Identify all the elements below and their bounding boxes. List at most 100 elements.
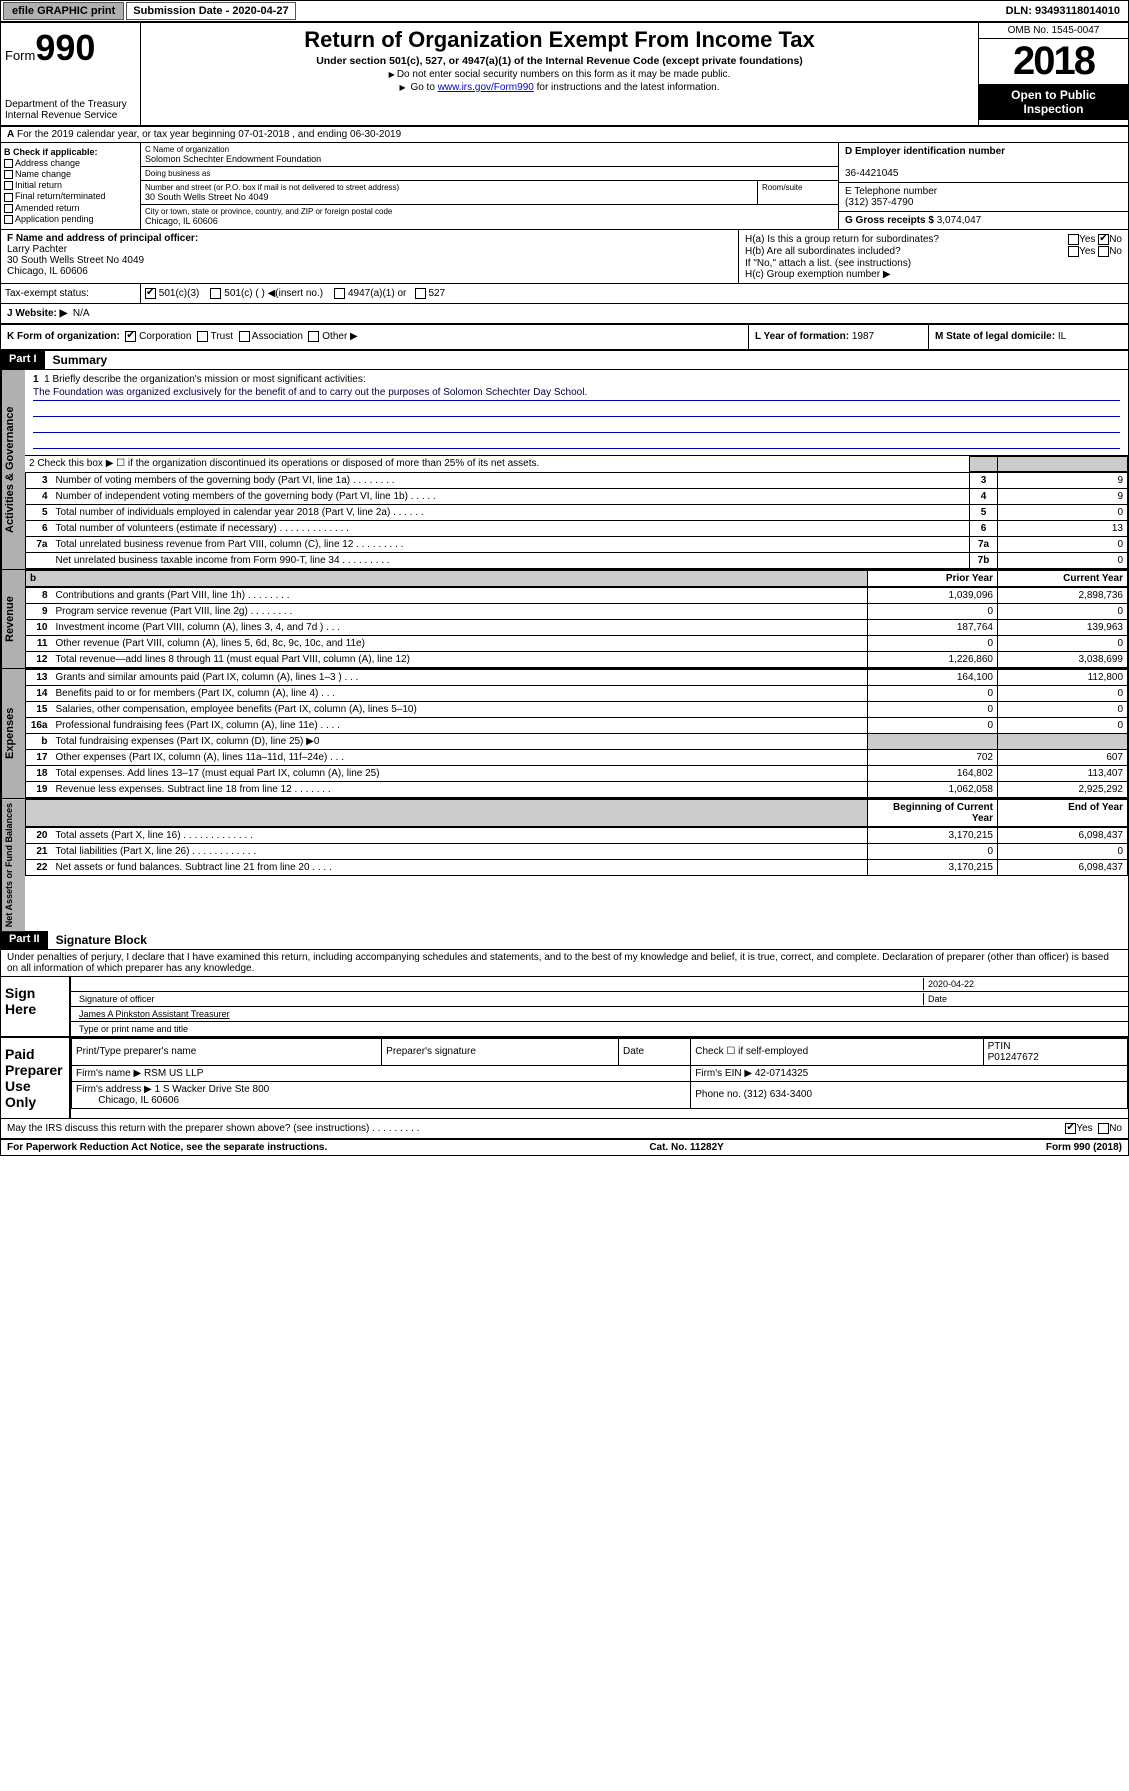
discuss-yes[interactable]: [1065, 1123, 1076, 1134]
netassets-table: Beginning of Current YearEnd of Year: [25, 799, 1128, 827]
sign-here-label: Sign Here: [1, 977, 71, 1036]
vtab-netassets: Net Assets or Fund Balances: [1, 799, 25, 931]
chk-501c3[interactable]: [145, 288, 156, 299]
form-footer: Form 990 (2018): [1046, 1142, 1122, 1153]
top-toolbar: efile GRAPHIC print Submission Date - 20…: [0, 0, 1129, 22]
org-name-label: C Name of organization: [145, 145, 834, 154]
form-subtitle: Under section 501(c), 527, or 4947(a)(1)…: [145, 55, 974, 67]
omb-number: OMB No. 1545-0047: [979, 23, 1128, 39]
discuss-question: May the IRS discuss this return with the…: [7, 1123, 419, 1134]
state-domicile-label: M State of legal domicile:: [935, 331, 1055, 342]
chk-association[interactable]: [239, 331, 250, 342]
expenses-lines: 13Grants and similar amounts paid (Part …: [25, 669, 1128, 798]
part2-title: Signature Block: [48, 931, 155, 949]
revenue-table: bPrior YearCurrent Year: [25, 570, 1128, 587]
form-org-label: K Form of organization:: [7, 332, 120, 343]
line1-label: 1 1 Briefly describe the organization's …: [33, 374, 1120, 385]
chk-other[interactable]: [308, 331, 319, 342]
part1-header: Part I: [1, 351, 45, 369]
phone-value: (312) 357-4790: [845, 197, 913, 208]
type-name-label: Type or print name and title: [75, 1023, 1124, 1035]
gross-receipts-label: G Gross receipts $: [845, 215, 934, 226]
street-label: Number and street (or P.O. box if mail i…: [145, 183, 753, 192]
chk-application-pending[interactable]: [4, 215, 13, 224]
dept-treasury: Department of the Treasury Internal Reve…: [5, 99, 136, 121]
chk-name-change[interactable]: [4, 170, 13, 179]
hc-label: H(c) Group exemption number ▶: [745, 269, 1122, 280]
city-label: City or town, state or province, country…: [145, 207, 834, 216]
discuss-no[interactable]: [1098, 1123, 1109, 1134]
year-formation-label: L Year of formation:: [755, 331, 849, 342]
sig-officer-label: Signature of officer: [75, 993, 924, 1005]
form-990: Form990 Department of the Treasury Inter…: [0, 22, 1129, 1156]
vtab-revenue: Revenue: [1, 570, 25, 668]
officer-addr2: Chicago, IL 60606: [7, 266, 88, 277]
chk-4947[interactable]: [334, 288, 345, 299]
officer-printed-name: James A Pinkston Assistant Treasurer: [79, 1009, 230, 1019]
website-label: J Website: ▶: [7, 308, 67, 319]
tax-year: 2018: [979, 39, 1128, 84]
paid-preparer-label: Paid Preparer Use Only: [1, 1038, 71, 1118]
dln-label: DLN: 93493118014010: [998, 3, 1128, 19]
open-public-badge: Open to Public Inspection: [979, 84, 1128, 120]
hb-note: If "No," attach a list. (see instruction…: [745, 258, 1122, 269]
firm-phone: (312) 634-3400: [744, 1089, 812, 1100]
cat-no: Cat. No. 11282Y: [649, 1142, 723, 1153]
irs-link[interactable]: www.irs.gov/Form990: [438, 82, 534, 93]
officer-addr1: 30 South Wells Street No 4049: [7, 255, 144, 266]
chk-trust[interactable]: [197, 331, 208, 342]
chk-initial-return[interactable]: [4, 181, 13, 190]
ssn-warning: Do not enter social security numbers on …: [145, 69, 974, 80]
form-title: Return of Organization Exempt From Incom…: [145, 27, 974, 53]
hb-yes[interactable]: [1068, 246, 1079, 257]
vtab-governance: Activities & Governance: [1, 370, 25, 569]
year-formation: 1987: [852, 331, 874, 342]
chk-final-return[interactable]: [4, 193, 13, 202]
ptin-value: P01247672: [988, 1052, 1039, 1063]
chk-address-change[interactable]: [4, 159, 13, 168]
mission-text: The Foundation was organized exclusively…: [33, 387, 1120, 401]
governance-lines: 3Number of voting members of the governi…: [25, 472, 1128, 569]
vtab-expenses: Expenses: [1, 669, 25, 798]
row-a-tax-year: A For the 2019 calendar year, or tax yea…: [1, 127, 1128, 143]
dba-label: Doing business as: [145, 169, 834, 178]
chk-amended-return[interactable]: [4, 204, 13, 213]
line2: 2 Check this box ▶ ☐ if the organization…: [25, 456, 970, 471]
gross-receipts-value: 3,074,047: [937, 215, 982, 226]
part2-header: Part II: [1, 931, 48, 949]
org-name: Solomon Schechter Endowment Foundation: [145, 154, 834, 164]
room-label: Room/suite: [762, 183, 834, 192]
ein-value: 36-4421045: [845, 168, 898, 179]
paperwork-notice: For Paperwork Reduction Act Notice, see …: [7, 1142, 327, 1153]
state-domicile: IL: [1058, 331, 1066, 342]
hb-no[interactable]: [1098, 246, 1109, 257]
chk-corporation[interactable]: [125, 331, 136, 342]
chk-501c[interactable]: [210, 288, 221, 299]
submission-date: Submission Date - 2020-04-27: [126, 2, 295, 20]
street-value: 30 South Wells Street No 4049: [145, 192, 753, 202]
officer-label: F Name and address of principal officer:: [7, 233, 198, 244]
efile-print-button[interactable]: efile GRAPHIC print: [3, 2, 124, 20]
sig-date: 2020-04-22: [924, 978, 1124, 990]
firm-ein: 42-0714325: [755, 1068, 808, 1079]
tax-status-label: Tax-exempt status:: [1, 284, 141, 303]
instructions-link-row: Go to www.irs.gov/Form990 for instructio…: [145, 82, 974, 93]
firm-name: RSM US LLP: [144, 1068, 203, 1079]
preparer-table: Print/Type preparer's name Preparer's si…: [71, 1038, 1128, 1109]
revenue-lines: 8Contributions and grants (Part VIII, li…: [25, 587, 1128, 668]
perjury-statement: Under penalties of perjury, I declare th…: [1, 950, 1128, 977]
chk-527[interactable]: [415, 288, 426, 299]
officer-name: Larry Pachter: [7, 244, 67, 255]
city-value: Chicago, IL 60606: [145, 216, 834, 226]
ha-no[interactable]: [1098, 234, 1109, 245]
governance-table: 2 Check this box ▶ ☐ if the organization…: [25, 456, 1128, 472]
hb-label: H(b) Are all subordinates included?: [745, 246, 901, 257]
phone-label: E Telephone number: [845, 186, 937, 197]
firm-addr: 1 S Wacker Drive Ste 800: [155, 1084, 270, 1095]
website-value: N/A: [73, 308, 90, 319]
form-number: Form990: [5, 27, 136, 69]
box-b-checkboxes: B Check if applicable: Address change Na…: [1, 143, 141, 229]
ha-yes[interactable]: [1068, 234, 1079, 245]
part1-title: Summary: [45, 351, 116, 369]
ein-label: D Employer identification number: [845, 146, 1005, 157]
